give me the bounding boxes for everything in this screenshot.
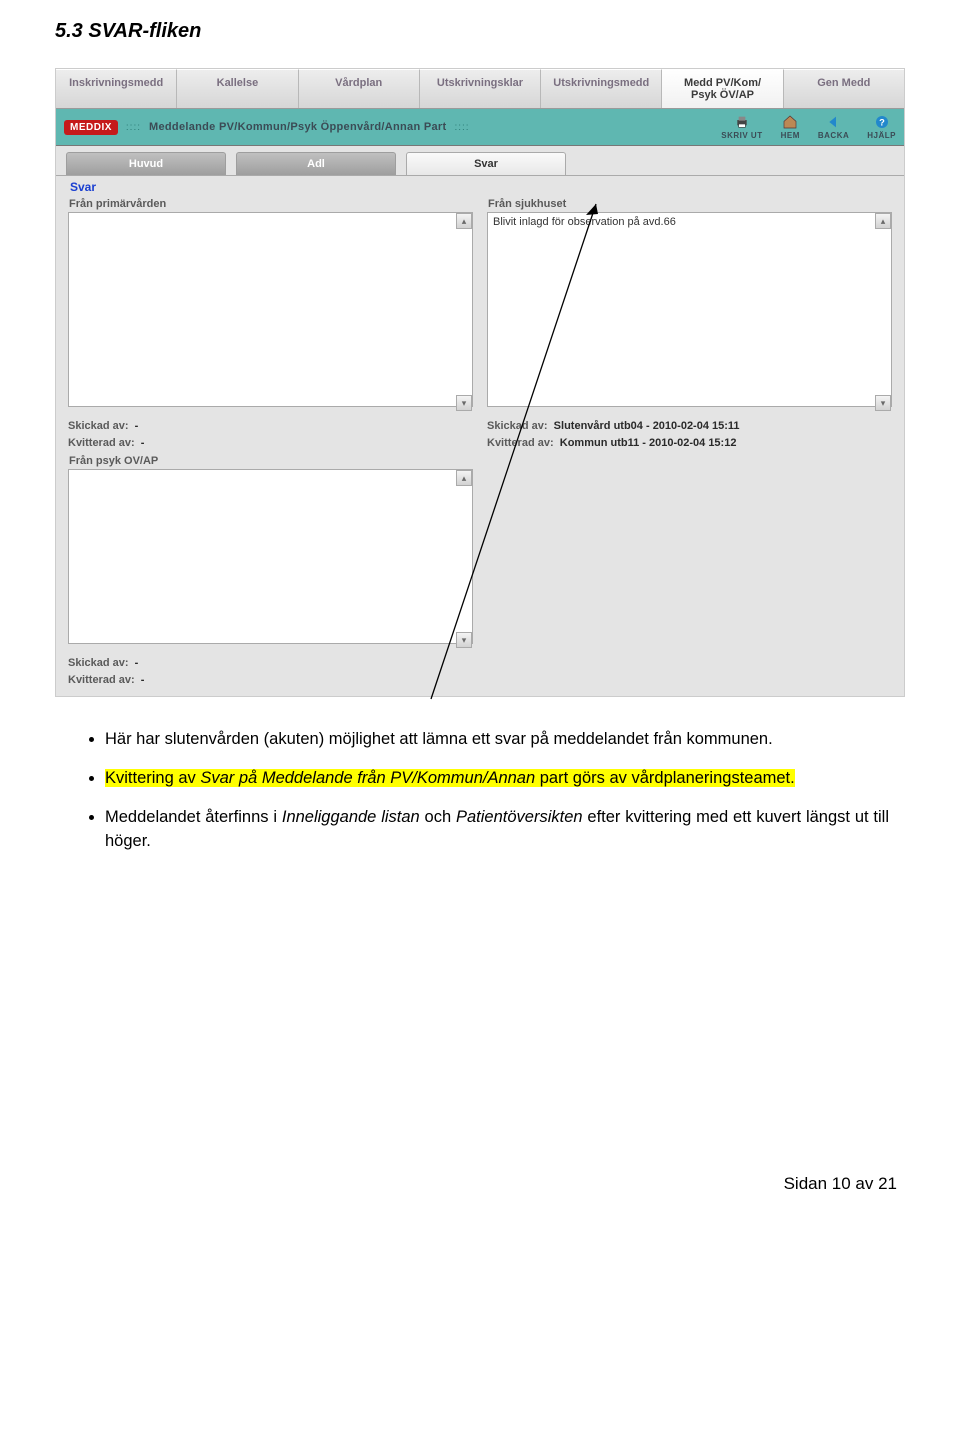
- skickad-label-r: Skickad av:: [487, 420, 548, 432]
- subtab-row: Huvud Adl Svar: [56, 146, 904, 176]
- main-tab-bar: Inskrivningsmedd Kallelse Vårdplan Utskr…: [56, 69, 904, 109]
- home-icon: [781, 114, 799, 130]
- header-actions: SKRIV UT HEM BACKA ? HJÄLP: [721, 114, 896, 140]
- print-label: SKRIV UT: [721, 131, 762, 140]
- scroll-down-icon[interactable]: ▾: [875, 395, 891, 411]
- left-column: Från primärvården ▴ ▾ Skickad av: - Kvit…: [68, 194, 473, 688]
- subtab-huvud[interactable]: Huvud: [66, 152, 226, 175]
- skickad-value-2: -: [135, 657, 139, 669]
- kvitterad-label: Kvitterad av:: [68, 674, 135, 686]
- svg-text:?: ?: [879, 117, 885, 127]
- help-label: HJÄLP: [867, 131, 896, 140]
- subtab-adl[interactable]: Adl: [236, 152, 396, 175]
- page-number: Sidan 10 av 21: [55, 1174, 905, 1194]
- textarea-wrap: ▴ ▾: [68, 212, 473, 412]
- textarea-wrap: Blivit inlagd för observation på avd.66 …: [487, 212, 892, 412]
- tab-utskrivningsmedd[interactable]: Utskrivningsmedd: [541, 69, 662, 108]
- scroll-down-icon[interactable]: ▾: [456, 395, 472, 411]
- header-bar: MEDDIX :::: Meddelande PV/Kommun/Psyk Öp…: [56, 109, 904, 146]
- label-fran-psyk: Från psyk OV/AP: [69, 455, 473, 467]
- home-button[interactable]: HEM: [781, 114, 800, 140]
- help-button[interactable]: ? HJÄLP: [867, 114, 896, 140]
- label-fran-sjukhuset: Från sjukhuset: [488, 198, 892, 210]
- kvitterad-value-2: -: [141, 674, 145, 686]
- kvitterad-value: -: [141, 437, 145, 449]
- screenshot-container: Inskrivningsmedd Kallelse Vårdplan Utskr…: [55, 68, 905, 697]
- tab-medd-pv-kom[interactable]: Medd PV/Kom/ Psyk ÖV/AP: [662, 69, 783, 108]
- back-arrow-icon: [825, 114, 843, 130]
- tab-inskrivningsmedd[interactable]: Inskrivningsmedd: [56, 69, 177, 108]
- right-column: Från sjukhuset Blivit inlagd för observa…: [487, 194, 892, 688]
- panel-title: Svar: [68, 176, 892, 194]
- tab-kallelse[interactable]: Kallelse: [177, 69, 298, 108]
- note-3: Meddelandet återfinns i Inneliggande lis…: [105, 805, 889, 855]
- decorative-dots: ::::: [126, 122, 141, 133]
- header-title: Meddelande PV/Kommun/Psyk Öppenvård/Anna…: [149, 121, 446, 133]
- back-button[interactable]: BACKA: [818, 114, 849, 140]
- sjukhuset-textarea[interactable]: Blivit inlagd för observation på avd.66: [487, 212, 892, 407]
- section-heading: 5.3 SVAR-fliken: [55, 20, 905, 43]
- scroll-up-icon[interactable]: ▴: [456, 470, 472, 486]
- content-panel: Svar Från primärvården ▴ ▾ Skickad av: -…: [56, 176, 904, 696]
- decorative-dots: ::::: [454, 122, 469, 133]
- textarea-wrap: ▴ ▾: [68, 469, 473, 649]
- tab-vardplan[interactable]: Vårdplan: [299, 69, 420, 108]
- tab-utskrivningsklar[interactable]: Utskrivningsklar: [420, 69, 541, 108]
- notes-list: Här har slutenvården (akuten) möjlighet …: [55, 697, 905, 854]
- app-logo: MEDDIX: [64, 120, 118, 135]
- printer-icon: [733, 114, 751, 130]
- skickad-label: Skickad av:: [68, 420, 129, 432]
- subtab-svar[interactable]: Svar: [406, 152, 566, 175]
- home-label: HEM: [781, 131, 800, 140]
- skickad-value: -: [135, 420, 139, 432]
- psyk-textarea[interactable]: [68, 469, 473, 644]
- help-icon: ?: [873, 114, 891, 130]
- meta-block: Skickad av: - Kvitterad av: -: [68, 418, 473, 451]
- kvitterad-label: Kvitterad av:: [68, 437, 135, 449]
- scroll-up-icon[interactable]: ▴: [875, 213, 891, 229]
- tab-gen-medd[interactable]: Gen Medd: [784, 69, 904, 108]
- label-fran-primarvarden: Från primärvården: [69, 198, 473, 210]
- kvitterad-label-r: Kvitterad av:: [487, 437, 554, 449]
- scroll-down-icon[interactable]: ▾: [456, 632, 472, 648]
- meta-block-2: Skickad av: - Kvitterad av: -: [68, 655, 473, 688]
- print-button[interactable]: SKRIV UT: [721, 114, 762, 140]
- document-page: 5.3 SVAR-fliken Inskrivningsmedd Kallels…: [0, 0, 960, 1234]
- back-label: BACKA: [818, 131, 849, 140]
- note-1: Här har slutenvården (akuten) möjlighet …: [105, 727, 889, 752]
- kvitterad-value-r: Kommun utb11 - 2010-02-04 15:12: [560, 437, 737, 449]
- primarvarden-textarea[interactable]: [68, 212, 473, 407]
- skickad-label: Skickad av:: [68, 657, 129, 669]
- note-2: Kvittering av Svar på Meddelande från PV…: [105, 766, 889, 791]
- note-2-highlight: Kvittering av Svar på Meddelande från PV…: [105, 769, 795, 787]
- meta-block-right: Skickad av: Slutenvård utb04 - 2010-02-0…: [487, 418, 892, 451]
- skickad-value-r: Slutenvård utb04 - 2010-02-04 15:11: [554, 420, 740, 432]
- columns: Från primärvården ▴ ▾ Skickad av: - Kvit…: [68, 194, 892, 688]
- scroll-up-icon[interactable]: ▴: [456, 213, 472, 229]
